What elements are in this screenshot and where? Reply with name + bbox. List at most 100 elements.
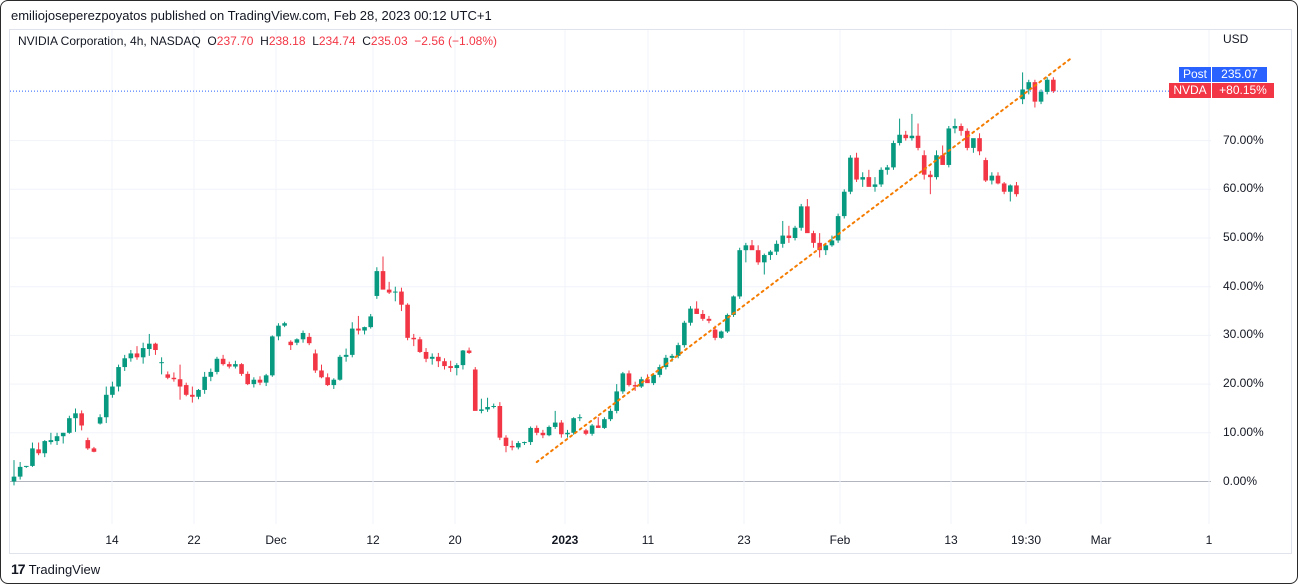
x-tick-label: Feb — [829, 533, 851, 547]
candle-up — [835, 216, 841, 241]
candle-up — [54, 436, 60, 442]
y-tick-label: 50.00% — [1223, 230, 1264, 244]
candle-down — [854, 157, 859, 180]
candle-down — [559, 422, 564, 435]
candle-down — [712, 329, 718, 338]
candle-down — [1001, 183, 1007, 192]
candle-up — [300, 332, 306, 340]
candle-up — [971, 138, 976, 148]
candle-down — [288, 341, 294, 346]
candle-up — [657, 367, 663, 375]
candle-up — [343, 354, 349, 357]
candle-down — [626, 373, 632, 386]
x-tick-label: 1 — [1205, 533, 1213, 547]
candle-up — [24, 465, 29, 467]
candle-up — [798, 206, 804, 228]
candle-down — [306, 336, 312, 344]
candle-up — [829, 240, 835, 246]
candle-down — [786, 235, 792, 238]
candle-up — [116, 367, 121, 387]
candle-down — [153, 343, 158, 351]
candle-up — [1020, 89, 1025, 100]
candle-down — [190, 394, 195, 397]
candle-up — [374, 271, 380, 296]
candle-up — [196, 389, 201, 397]
candle-up — [546, 426, 552, 436]
candle-down — [645, 379, 650, 384]
legend-open-value: 237.70 — [216, 34, 254, 48]
candle-up — [393, 291, 398, 293]
candle-down — [1051, 79, 1056, 92]
currency-label[interactable]: USD — [1223, 32, 1249, 46]
x-tick-label: 14 — [105, 533, 119, 547]
candle-up — [270, 336, 275, 376]
candle-down — [171, 377, 177, 380]
candle-down — [91, 448, 97, 452]
candle-up — [989, 175, 995, 181]
y-tick-label: 10.00% — [1223, 424, 1264, 439]
candle-up — [737, 250, 742, 297]
candle-down — [134, 353, 140, 358]
candle-up — [669, 355, 675, 358]
candle-up — [337, 356, 343, 380]
candle-up — [688, 308, 693, 323]
candle-down — [356, 328, 361, 331]
candle-down — [183, 385, 189, 395]
candle-up — [140, 348, 146, 358]
candle-up — [885, 167, 890, 170]
candle-down — [399, 291, 404, 305]
candle-up — [682, 322, 687, 346]
candle-down — [534, 427, 540, 433]
candle-down — [257, 379, 263, 383]
candle-down — [165, 374, 171, 378]
y-tick-label: 40.00% — [1223, 278, 1264, 293]
candle-up — [110, 386, 115, 395]
candle-up — [208, 371, 214, 377]
candle-down — [442, 361, 447, 367]
candle-up — [522, 442, 527, 444]
candle-down — [595, 425, 601, 428]
x-tick-label: 20 — [448, 533, 462, 547]
candle-down — [755, 250, 761, 263]
candle-up — [147, 343, 152, 350]
candle-down — [79, 413, 84, 426]
x-tick-label: 22 — [187, 533, 201, 547]
candle-down — [503, 437, 509, 446]
legend-open-label: O — [207, 34, 217, 48]
post-label-tag: Post — [1179, 67, 1211, 82]
legend-low-label: L — [312, 34, 319, 48]
candle-up — [909, 135, 915, 139]
candle-up — [1026, 82, 1032, 90]
candle-up — [891, 143, 896, 168]
x-tick-label: 12 — [366, 533, 380, 547]
candle-up — [516, 443, 521, 448]
candle-down — [509, 445, 515, 448]
candle-down — [36, 449, 41, 454]
candle-down — [497, 406, 503, 438]
candle-up — [743, 245, 749, 251]
candle-up — [571, 418, 576, 433]
candle-up — [675, 345, 681, 356]
candle-up — [878, 169, 884, 185]
candle-down — [811, 233, 816, 243]
candle-up — [159, 362, 164, 364]
plot-area[interactable] — [9, 29, 1292, 554]
candle-down — [1032, 82, 1038, 102]
candle-down — [964, 130, 970, 148]
candle-up — [202, 376, 207, 390]
candle-up — [368, 316, 373, 328]
candle-down — [632, 385, 638, 387]
candle-down — [940, 155, 945, 165]
candle-up — [848, 157, 853, 192]
candle-up — [362, 327, 367, 331]
legend-change: −2.56 (−1.08%) — [414, 34, 498, 48]
candle-up — [263, 375, 269, 383]
candle-down — [220, 358, 226, 365]
post-price-tag: 235.07 — [1212, 67, 1267, 82]
candle-down — [817, 242, 822, 251]
candle-up — [792, 227, 798, 238]
candle-up — [897, 134, 902, 144]
x-tick-label: 13 — [944, 533, 958, 547]
footer-brand[interactable]: 17 TradingView — [11, 561, 100, 577]
